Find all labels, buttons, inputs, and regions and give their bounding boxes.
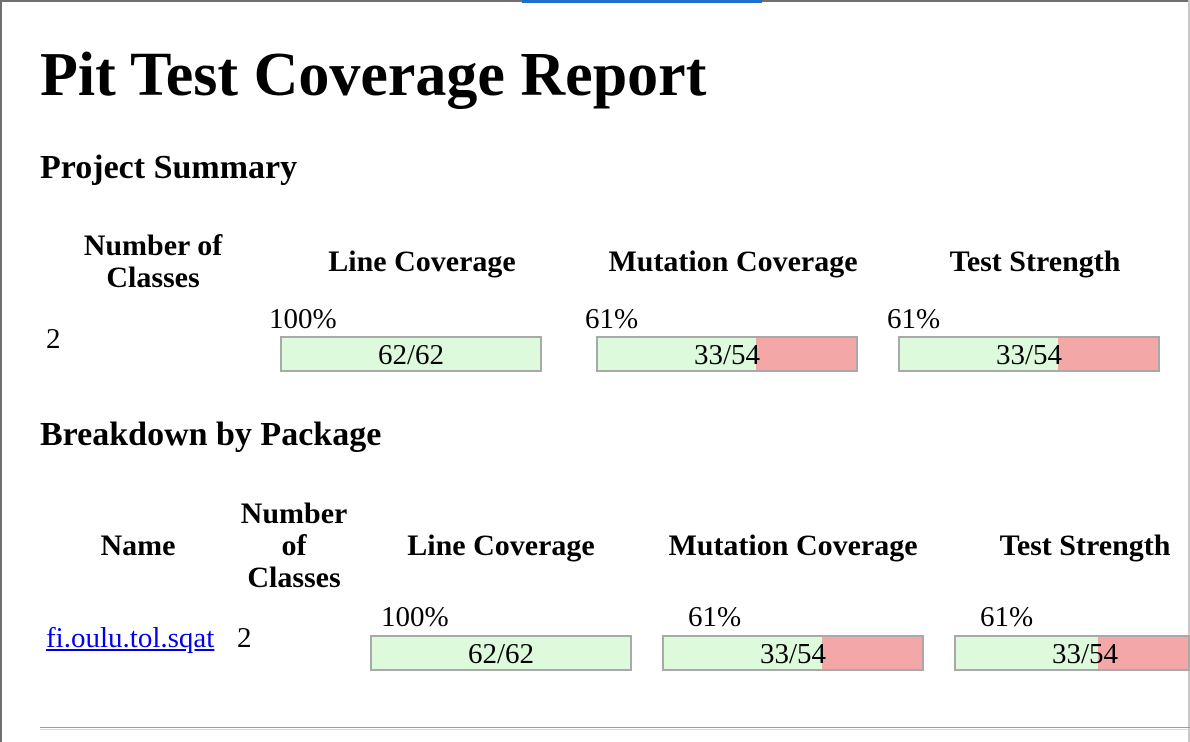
summary-line-coverage-bar: 62/62 [280,336,542,372]
footer-rule [40,727,1190,730]
window-left-border [0,0,2,742]
summary-classes-count: 2 [46,323,61,355]
summary-mutation-coverage-percent: 61% [585,303,639,335]
header-line: Number [240,497,348,530]
package-classes-count: 2 [237,622,252,654]
coverage-ratio-label: 33/54 [995,339,1063,371]
package-mutation-coverage-bar: 33/54 [662,635,924,671]
package-test-strength-bar: 33/54 [954,635,1190,671]
package-line-coverage-percent: 100% [381,601,449,633]
uncovered-fill [821,637,922,669]
header-number-of-classes: Number of Classes [83,229,223,294]
coverage-ratio-label: 33/54 [759,638,827,670]
package-line-coverage-bar: 62/62 [370,635,632,671]
header-mutation-coverage: Mutation Coverage [668,529,918,562]
package-mutation-coverage-percent: 61% [688,601,742,633]
coverage-ratio-label: 33/54 [1051,638,1119,670]
breakdown-heading: Breakdown by Package [40,416,382,453]
coverage-ratio-label: 62/62 [377,339,445,371]
header-line: Classes [247,561,341,594]
window-right-border [1188,0,1190,742]
coverage-ratio-label: 33/54 [693,339,761,371]
header-name: Name [100,529,176,562]
tab-focus-indicator [522,0,762,3]
header-line: of [281,529,307,562]
header-mutation-coverage: Mutation Coverage [608,245,858,278]
header-test-strength: Test Strength [999,529,1171,562]
uncovered-fill [1097,637,1188,669]
header-line-coverage: Line Coverage [328,245,516,278]
uncovered-fill [755,338,856,370]
header-line-coverage: Line Coverage [407,529,595,562]
uncovered-fill [1057,338,1158,370]
summary-line-coverage-percent: 100% [269,303,337,335]
page-title: Pit Test Coverage Report [40,41,707,109]
package-test-strength-percent: 61% [980,601,1034,633]
header-number-of-classes: Number of Classes [232,498,356,594]
project-summary-heading: Project Summary [40,149,298,186]
header-test-strength: Test Strength [949,245,1121,278]
package-link[interactable]: fi.oulu.tol.sqat [46,622,215,654]
summary-test-strength-percent: 61% [887,303,941,335]
summary-test-strength-bar: 33/54 [898,336,1160,372]
summary-mutation-coverage-bar: 33/54 [596,336,858,372]
coverage-ratio-label: 62/62 [467,638,535,670]
